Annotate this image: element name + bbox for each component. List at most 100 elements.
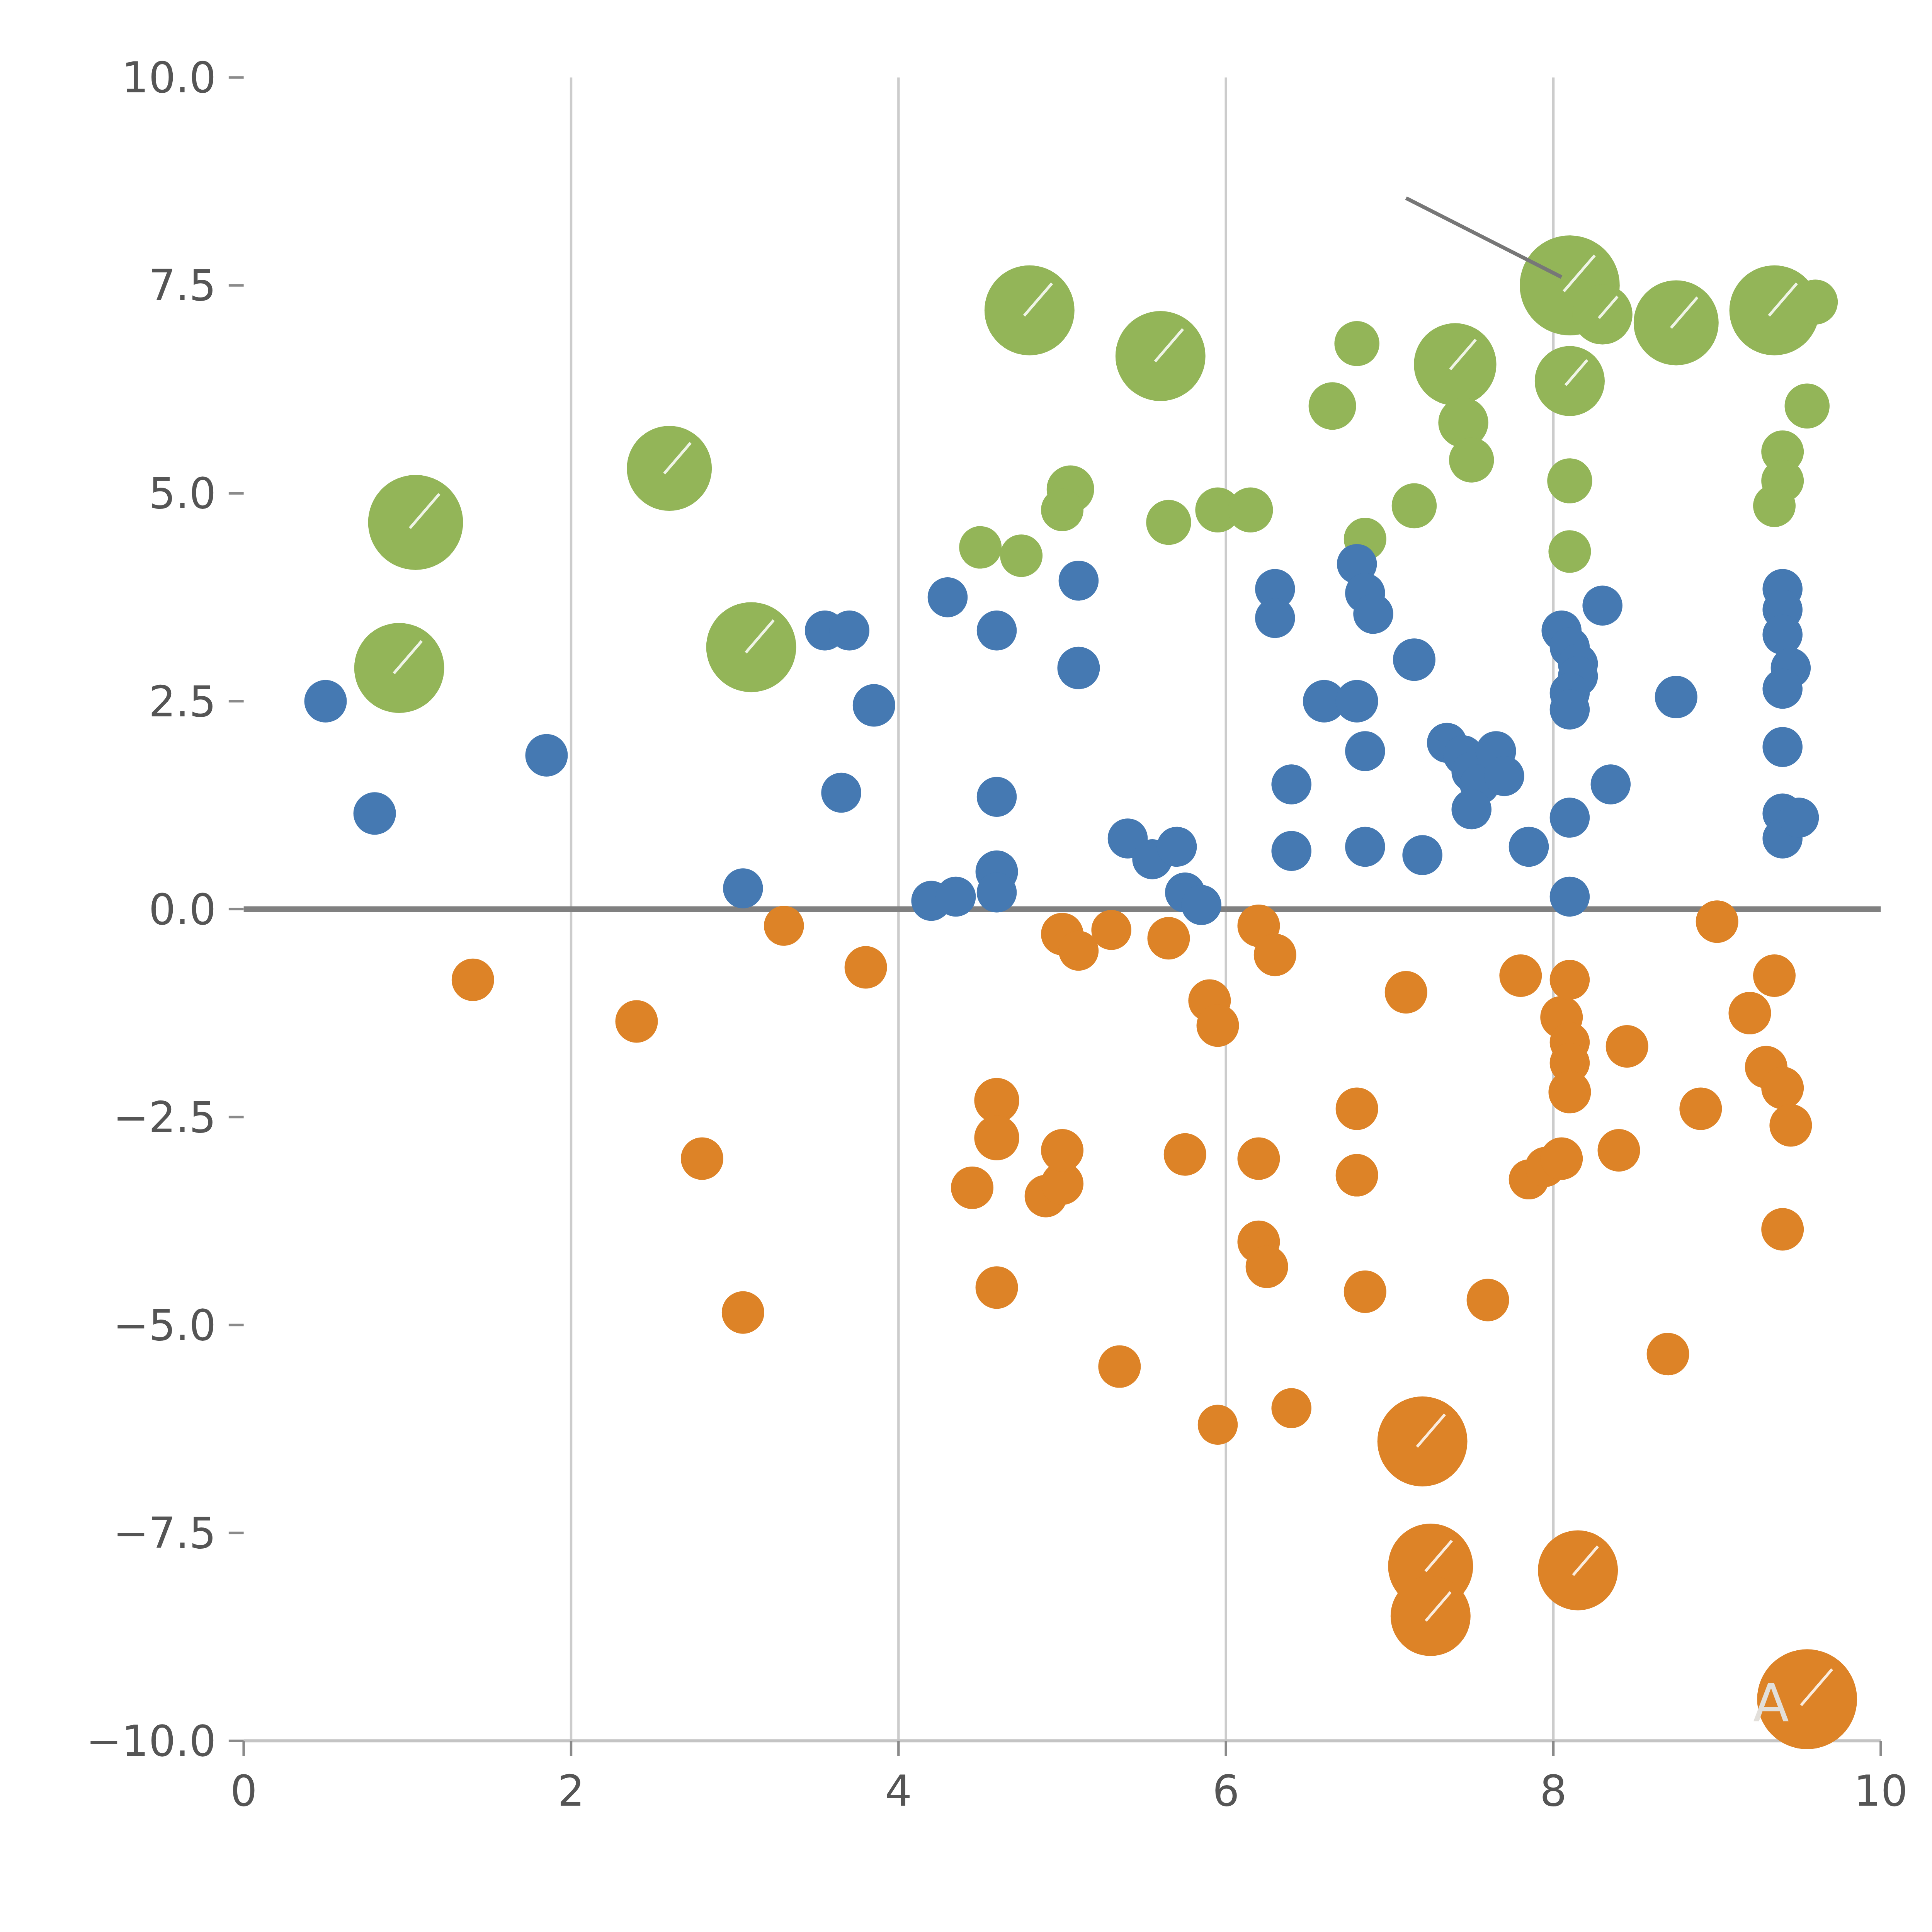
data-point-green [1785,383,1830,428]
data-point-blue [1271,831,1311,871]
data-point-green [1548,530,1591,573]
y-tick-label: 10.0 [122,53,216,102]
data-point-blue [723,868,763,908]
data-point-orange [1728,992,1771,1034]
data-point-blue [1550,877,1590,917]
data-point-blue [1402,835,1442,875]
data-point-orange [1761,1208,1804,1251]
x-tick-label: 10 [1854,1766,1908,1816]
data-point-blue [1336,680,1378,723]
data-point-blue [1255,598,1295,638]
data-point-orange [1679,1087,1722,1130]
data-point-blue [853,684,895,727]
data-point-blue [354,792,396,835]
y-tick-label: 0.0 [149,885,216,934]
data-point-green [1000,534,1043,577]
data-point-orange [1254,934,1296,976]
data-point-orange [1197,1004,1239,1047]
data-point-blue [1582,585,1622,625]
data-point-blue [1057,647,1100,689]
chart-container: 0246810−10.0−7.5−5.0−2.50.02.55.07.510.0… [0,0,1932,1932]
data-point-orange [1548,1071,1591,1113]
data-point-orange [1336,1087,1378,1130]
data-point-orange [1540,1138,1583,1180]
data-point-orange [1467,1279,1509,1321]
data-point-orange [976,1266,1018,1309]
data-point-green [1146,500,1191,545]
data-point-orange [615,1000,658,1043]
data-point-orange [764,906,804,946]
data-point-orange [1041,1129,1083,1172]
data-point-green [1309,382,1356,430]
data-point-green [1392,483,1437,528]
data-point-blue [1779,798,1819,837]
data-point-blue [304,680,347,723]
y-tick-label: −2.5 [113,1093,216,1142]
data-point-orange [1336,1154,1378,1197]
x-tick-label: 2 [558,1766,585,1816]
data-point-blue [977,872,1017,912]
data-point-blue [1550,690,1590,730]
y-tick-label: 2.5 [149,677,216,726]
data-point-blue [1509,827,1549,867]
x-tick-label: 0 [230,1766,257,1816]
annotation-line [1406,198,1561,277]
data-point-blue [1345,827,1385,867]
data-point-blue [821,773,861,813]
data-point-blue [1655,676,1697,718]
data-point-blue [1451,789,1491,829]
data-point-green [959,526,1002,569]
y-tick-label: −7.5 [113,1509,216,1558]
data-point-orange [1385,971,1427,1014]
y-tick-label: −5.0 [113,1301,216,1350]
data-point-orange [1344,1270,1386,1313]
data-point-blue [1353,594,1393,634]
data-point-green [1793,279,1838,324]
data-point-orange [845,946,887,989]
data-point-orange [1753,954,1796,997]
data-point-orange [722,1291,764,1334]
data-point-blue [1393,638,1435,681]
data-point-orange [1606,1025,1648,1068]
x-tick-label: 4 [885,1766,912,1816]
data-point-orange [1147,917,1190,959]
data-point-blue [1762,727,1802,767]
data-point-blue [977,777,1017,817]
data-point-orange [974,1116,1019,1160]
data-point-blue [1484,756,1524,796]
data-point-blue [1181,885,1221,925]
data-point-orange [681,1138,723,1180]
data-point-blue [1271,764,1311,804]
data-point-blue [1591,764,1631,804]
y-tick-label: 5.0 [149,469,216,518]
y-tick-label: 7.5 [149,261,216,310]
data-point-orange [951,1167,993,1209]
data-point-orange [1761,1067,1804,1109]
data-point-orange [1198,1405,1238,1445]
data-point-blue [1345,731,1385,771]
data-point-orange [1271,1388,1311,1428]
data-point-blue [928,577,968,617]
data-point-orange [1246,1245,1288,1288]
data-point-green [1228,488,1273,532]
data-point-orange [1091,910,1131,950]
data-point-green [1449,437,1494,482]
data-point-blue [1762,615,1802,655]
data-point-orange [1237,1138,1280,1180]
point-label-a: A [1753,1672,1789,1733]
data-point-orange [1598,1129,1640,1172]
x-tick-label: 8 [1540,1766,1567,1816]
data-point-blue [1550,798,1590,837]
data-point-blue [977,611,1017,650]
data-point-blue [830,611,869,650]
data-point-orange [1696,900,1738,943]
data-point-green [1547,458,1592,503]
data-point-green [1334,321,1379,366]
data-point-green [1753,485,1796,527]
scatter-chart: 0246810−10.0−7.5−5.0−2.50.02.55.07.510.0… [0,0,1932,1932]
data-point-orange [1550,960,1590,1000]
x-tick-label: 6 [1213,1766,1240,1816]
data-point-blue [1157,827,1197,867]
data-point-orange [1499,954,1542,997]
data-point-orange [1647,1333,1689,1375]
